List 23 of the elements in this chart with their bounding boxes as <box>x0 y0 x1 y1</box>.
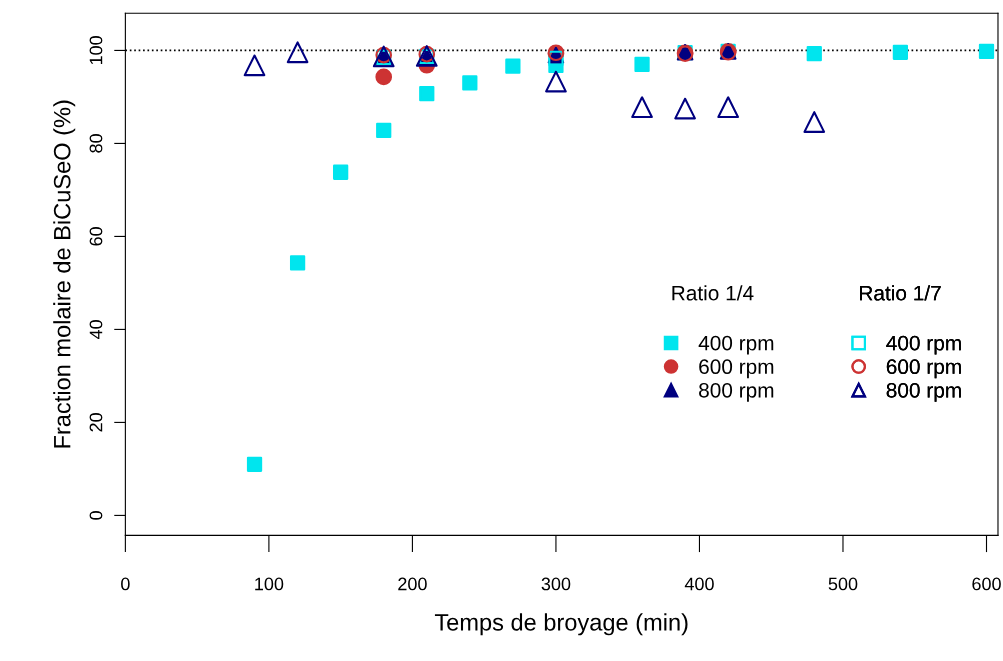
x-tick-label: 300 <box>541 577 571 591</box>
legend-label: 400 rpm <box>886 335 961 355</box>
y-tick-label: 20 <box>89 413 103 432</box>
legend-label: 800 rpm <box>886 382 961 402</box>
legend-label: 400 rpm <box>698 335 774 355</box>
x-tick-label: 0 <box>121 577 130 591</box>
legend-label: 800 rpm <box>699 382 774 402</box>
legend-label: 600 rpm <box>699 359 774 379</box>
annotation: Ratio 1/7 <box>860 285 941 301</box>
x-tick-label: 600 <box>972 577 1001 591</box>
x-axis-title: Temps de broyage (min) <box>434 613 688 636</box>
legend-label: 600 rpm <box>886 359 961 379</box>
y-tick-label: 80 <box>89 134 103 153</box>
y-axis-title: Fraction molaire de BiCuSeO (%) <box>53 100 76 448</box>
annotation: Ratio 1/4 <box>672 285 754 301</box>
y-tick-label: 0 <box>89 511 103 520</box>
y-tick-label: 60 <box>89 227 103 246</box>
x-tick-label: 500 <box>828 577 858 591</box>
x-tick-label: 400 <box>684 577 714 591</box>
y-tick-label: 40 <box>89 320 103 340</box>
y-tick-label: 100 <box>89 36 103 65</box>
x-tick-label: 200 <box>398 577 427 591</box>
x-tick-label: 100 <box>255 577 284 591</box>
